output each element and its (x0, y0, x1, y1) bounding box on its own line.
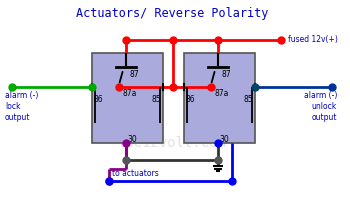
Text: 86: 86 (186, 95, 195, 104)
Text: 30: 30 (220, 136, 230, 144)
Text: the12volt.com: the12volt.com (117, 136, 226, 150)
Text: 85: 85 (244, 95, 253, 104)
FancyBboxPatch shape (92, 53, 163, 143)
Text: alarm (-)
lock
output: alarm (-) lock output (5, 91, 38, 122)
Text: alarm (-)
unlock
output: alarm (-) unlock output (304, 91, 337, 122)
FancyBboxPatch shape (184, 53, 255, 143)
Text: 85: 85 (152, 95, 162, 104)
Text: 30: 30 (128, 136, 138, 144)
Text: 87a: 87a (214, 89, 229, 98)
Text: fused 12v(+): fused 12v(+) (288, 35, 337, 44)
Text: Actuators/ Reverse Polarity: Actuators/ Reverse Polarity (76, 7, 268, 20)
Text: 87a: 87a (122, 89, 136, 98)
Text: 87: 87 (222, 70, 231, 79)
Text: 86: 86 (93, 95, 103, 104)
Text: 87: 87 (130, 70, 139, 79)
Text: to actuators: to actuators (112, 169, 159, 178)
